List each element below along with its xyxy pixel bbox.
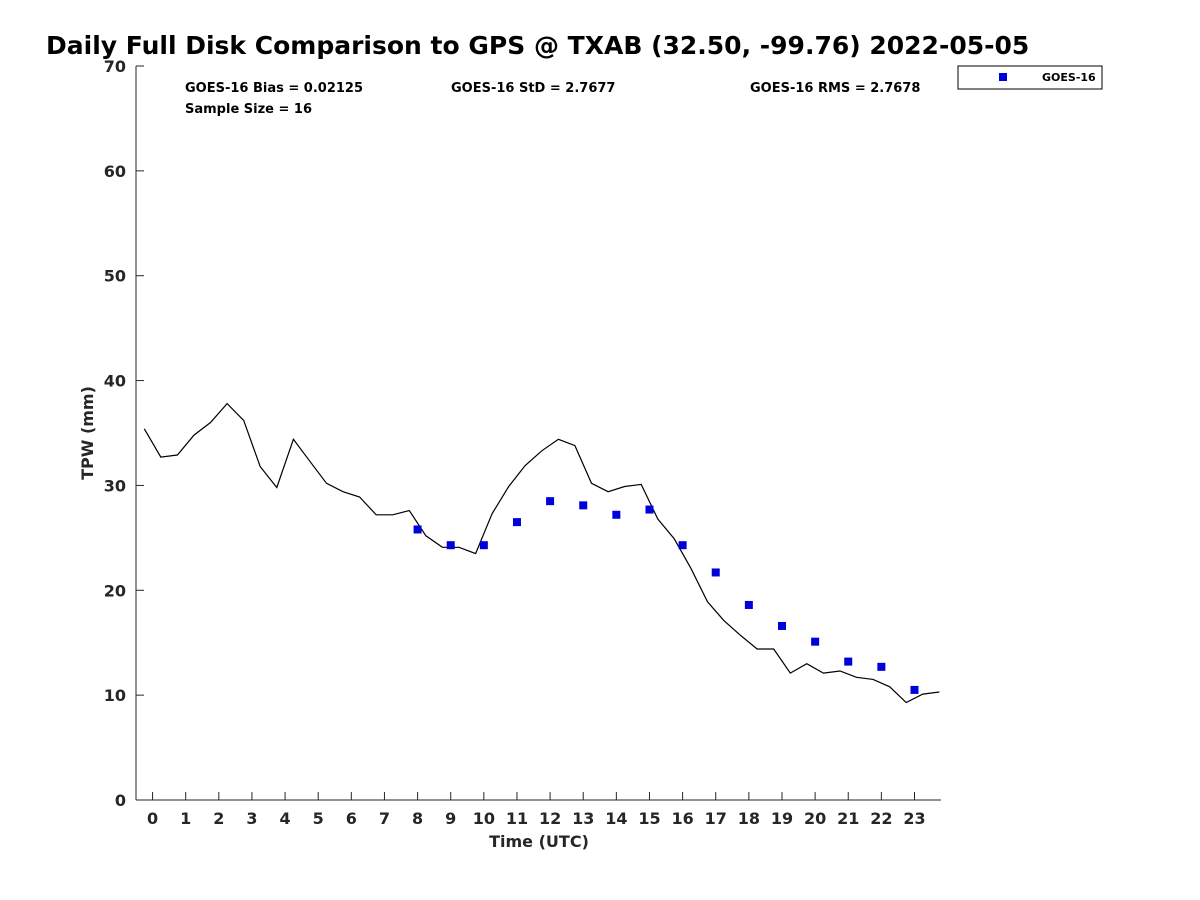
x-tick-label: 1 — [180, 809, 191, 828]
goes16-point — [811, 637, 820, 646]
x-tick-label: 6 — [346, 809, 357, 828]
goes16-point — [546, 497, 555, 506]
x-tick-label: 7 — [379, 809, 390, 828]
x-tick-label: 4 — [280, 809, 291, 828]
x-axis-label: Time (UTC) — [489, 832, 589, 851]
y-ticks: 0 10 20 30 40 50 60 70 — [104, 57, 144, 810]
goes16-point — [777, 621, 786, 630]
x-tick-label: 8 — [412, 809, 423, 828]
goes16-point — [446, 541, 455, 550]
legend-box — [957, 65, 1103, 90]
stat-bias: GOES-16 Bias = 0.02125 — [185, 81, 363, 96]
goes16-point — [512, 518, 521, 527]
goes16-point — [678, 541, 687, 550]
goes16-point — [645, 505, 654, 514]
x-tick-label: 20 — [804, 809, 826, 828]
stat-std: GOES-16 StD = 2.7677 — [451, 81, 615, 96]
goes16-point — [413, 525, 422, 534]
y-tick-label: 20 — [104, 581, 126, 600]
x-tick-label: 21 — [837, 809, 859, 828]
y-tick-label: 10 — [104, 686, 126, 705]
y-tick-label: 60 — [104, 162, 126, 181]
goes16-point — [711, 568, 720, 577]
x-tick-label: 19 — [771, 809, 793, 828]
x-tick-label: 17 — [705, 809, 727, 828]
x-tick-label: 11 — [506, 809, 528, 828]
goes16-point — [612, 510, 621, 519]
y-tick-label: 70 — [104, 57, 126, 76]
x-tick-label: 13 — [572, 809, 594, 828]
x-tick-label: 5 — [313, 809, 324, 828]
x-tick-label: 0 — [147, 809, 158, 828]
legend: GOES-16 — [957, 65, 1103, 90]
y-tick-label: 50 — [104, 267, 126, 286]
gps-line-series — [143, 402, 940, 704]
goes16-marker-series — [413, 497, 919, 694]
x-tick-label: 10 — [473, 809, 495, 828]
goes16-point — [844, 657, 853, 666]
x-tick-label: 23 — [903, 809, 925, 828]
y-axis-label: TPW (mm) — [78, 386, 97, 480]
goes16-point — [579, 501, 588, 510]
x-tick-label: 9 — [445, 809, 456, 828]
x-tick-label: 18 — [738, 809, 760, 828]
goes16-point — [910, 685, 919, 694]
x-tick-label: 22 — [870, 809, 892, 828]
goes16-point — [744, 600, 753, 609]
y-tick-label: 40 — [104, 372, 126, 391]
y-tick-label: 0 — [115, 791, 126, 810]
x-tick-label: 16 — [671, 809, 693, 828]
goes16-point — [479, 541, 488, 550]
stat-sample-size: Sample Size = 16 — [185, 102, 312, 117]
x-tick-label: 14 — [605, 809, 627, 828]
x-ticks: 0 1 2 3 4 5 6 7 8 9 10 11 12 13 14 15 16 17 18 19 20 21 22 23 — [147, 792, 926, 828]
x-tick-label: 15 — [638, 809, 660, 828]
x-tick-label: 3 — [246, 809, 257, 828]
gps-line — [143, 402, 940, 704]
y-tick-label: 30 — [104, 476, 126, 495]
stat-rms: GOES-16 RMS = 2.7678 — [750, 81, 920, 96]
x-tick-label: 12 — [539, 809, 561, 828]
axes — [135, 66, 941, 801]
legend-label-goes16: GOES-16 — [1042, 71, 1096, 84]
legend-marker-goes16 — [999, 73, 1007, 81]
goes16-point — [877, 662, 886, 671]
chart-title: Daily Full Disk Comparison to GPS @ TXAB… — [46, 31, 1029, 60]
x-tick-label: 2 — [213, 809, 224, 828]
